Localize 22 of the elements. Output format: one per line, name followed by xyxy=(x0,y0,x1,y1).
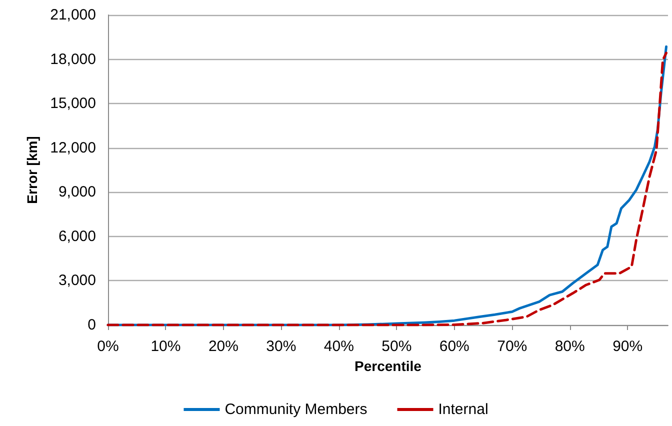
x-tick-label: 10% xyxy=(150,338,181,355)
y-tick-label: 9,000 xyxy=(58,184,96,201)
x-tick-label: 30% xyxy=(266,338,296,355)
x-tick-label: 40% xyxy=(324,338,354,355)
y-tick-label: 21,000 xyxy=(50,6,96,24)
y-tick-label: 3,000 xyxy=(58,272,96,290)
y-tick-label: 15,000 xyxy=(50,95,96,112)
x-tick-label: 20% xyxy=(208,338,238,355)
x-tick-label: 70% xyxy=(497,338,528,355)
y-tick-label: 18,000 xyxy=(50,50,96,68)
x-tick-label: 90% xyxy=(612,338,643,355)
y-axis-title: Error [km] xyxy=(24,136,40,204)
y-tick-label: 0 xyxy=(88,316,96,334)
y-tick-label: 12,000 xyxy=(50,139,96,156)
x-tick-label: 50% xyxy=(382,338,412,355)
legend-label: Internal xyxy=(438,401,488,418)
x-axis-title: Percentile xyxy=(354,358,422,374)
x-tick-label: 0% xyxy=(97,338,119,355)
y-tick-label: 6,000 xyxy=(58,228,96,245)
legend-label: Community Members xyxy=(224,401,368,418)
x-tick-label: 80% xyxy=(554,338,585,355)
x-tick-label: 60% xyxy=(439,338,470,355)
